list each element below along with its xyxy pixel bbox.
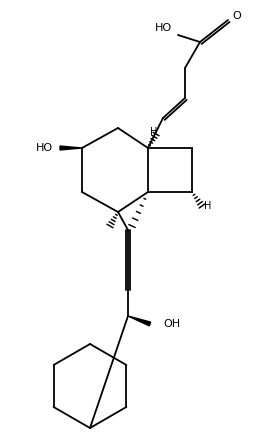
Polygon shape — [128, 316, 150, 326]
Text: HO: HO — [154, 23, 171, 33]
Text: OH: OH — [163, 319, 180, 329]
Text: H: H — [203, 201, 211, 211]
Text: HO: HO — [35, 143, 52, 153]
Text: O: O — [232, 11, 241, 21]
Text: H: H — [150, 127, 157, 137]
Polygon shape — [60, 146, 82, 150]
